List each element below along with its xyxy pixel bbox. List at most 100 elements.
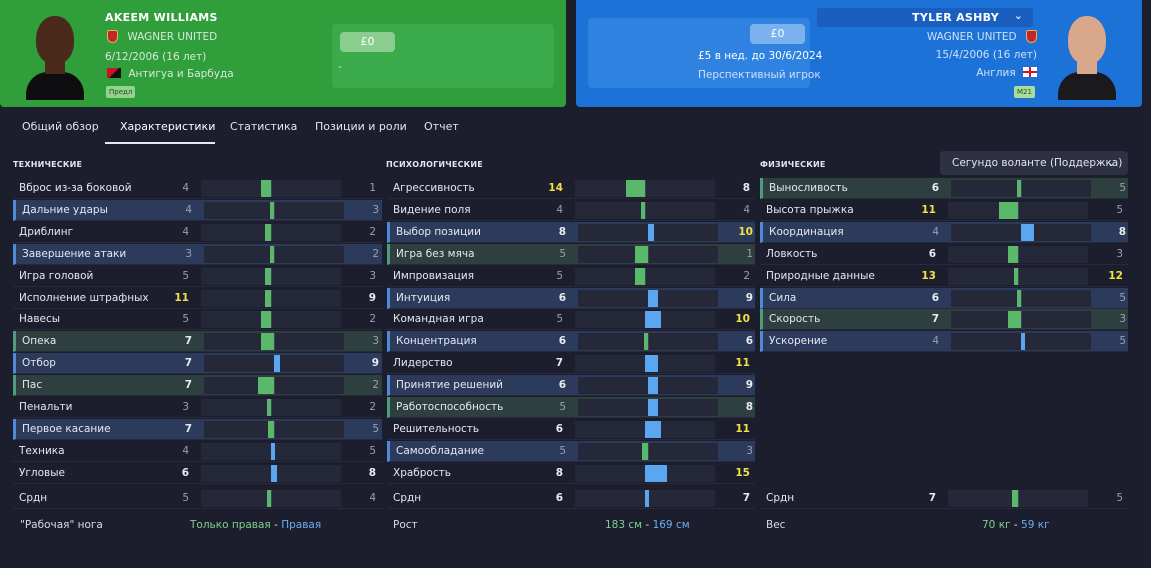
nation-right[interactable]: Англия	[976, 67, 1037, 79]
value-left: 6	[555, 422, 563, 435]
attribute-row[interactable]: Природные данные 13 12	[760, 266, 1128, 287]
value-left: 5	[556, 269, 563, 282]
compare-bar-midline	[648, 333, 649, 351]
compare-bar	[645, 420, 661, 438]
height-left: 183 см	[605, 519, 643, 531]
attribute-row[interactable]: Вброс из-за боковой 4 1	[13, 178, 382, 199]
attribute-name: Завершение атаки	[22, 247, 127, 260]
attribute-row[interactable]: Самообладание 5 3	[387, 440, 755, 462]
value-left: 13	[921, 269, 936, 282]
value-right: 2	[372, 247, 379, 260]
compare-bar	[264, 267, 271, 285]
value-right: 5	[1119, 291, 1126, 304]
average-label: Срдн	[766, 492, 795, 504]
attribute-row[interactable]: Выносливость 6 5	[760, 178, 1128, 199]
attribute-name: Дальние удары	[22, 203, 108, 216]
value-right: 7	[742, 492, 750, 504]
value-left: 8	[555, 466, 563, 479]
value-right: 8	[1118, 225, 1126, 238]
attribute-name: Скорость	[769, 313, 821, 326]
value-right: 2	[369, 401, 376, 413]
attribute-row[interactable]: Концентрация 6 6	[387, 331, 755, 353]
attribute-row[interactable]: Координация 4 8	[760, 221, 1128, 243]
attribute-name: Пас	[22, 379, 43, 392]
status-badge-left: Предл	[106, 86, 136, 98]
compare-bar	[645, 355, 658, 373]
attribute-row[interactable]: Дриблинг 4 2	[13, 222, 382, 243]
compare-bar	[1014, 267, 1018, 285]
attribute-row[interactable]: Дальние удары 4 3	[13, 199, 382, 221]
compare-bar	[271, 464, 278, 482]
compare-bar	[641, 442, 648, 460]
attribute-row[interactable]: Работоспособность 5 8	[387, 397, 755, 418]
tab-statistics[interactable]: Статистика	[230, 120, 298, 133]
role-dropdown[interactable]: Сегундо воланте (Поддержка) ⌄	[940, 151, 1128, 175]
attribute-row[interactable]: Командная игра 5 10	[387, 309, 755, 331]
attribute-row[interactable]: Техника 4 5	[13, 441, 382, 462]
value-left: 6	[558, 291, 566, 304]
attribute-row[interactable]: Решительность 6 11	[387, 419, 755, 440]
value-right: 5	[1116, 203, 1123, 216]
compare-bar-midline	[271, 399, 272, 416]
compare-bar-midline	[271, 311, 272, 329]
player-selector[interactable]: TYLER ASHBY ⌄	[817, 8, 1033, 27]
attribute-row[interactable]: Ловкость 6 3	[760, 244, 1128, 265]
compare-bar	[261, 333, 274, 351]
value-right: 4	[743, 203, 750, 216]
value-left: 7	[184, 335, 192, 348]
value-left: 5	[556, 313, 563, 326]
tab-attributes[interactable]: Характеристики	[120, 120, 216, 133]
active-tab-indicator	[105, 142, 215, 144]
attribute-row[interactable]: Видение поля 4 4	[387, 200, 755, 221]
player-name-left[interactable]: AKEEM WILLIAMS	[105, 11, 218, 24]
attribute-row[interactable]: Угловые 6 8	[13, 463, 382, 484]
attribute-row[interactable]: Опека 7 3	[13, 331, 382, 353]
attribute-row[interactable]: Агрессивность 14 8	[387, 178, 755, 199]
attribute-name: Дриблинг	[19, 225, 74, 238]
attribute-row[interactable]: Пас 7 2	[13, 375, 382, 397]
tab-report[interactable]: Отчет	[424, 120, 459, 133]
attribute-row[interactable]: Лидерство 7 11	[387, 353, 755, 375]
attribute-row[interactable]: Храбрость 8 15	[387, 463, 755, 484]
height-right: 169 см	[652, 519, 690, 531]
compare-bar	[644, 333, 648, 351]
value-left: 6	[555, 492, 563, 504]
attribute-name: Агрессивность	[393, 182, 475, 194]
nation-left[interactable]: Антигуа и Барбуда	[107, 68, 234, 80]
compare-bar	[264, 223, 271, 241]
value-left: 5	[559, 247, 566, 260]
attribute-row[interactable]: Скорость 7 3	[760, 309, 1128, 331]
weight-values: 70 кг - 59 кг	[982, 519, 1050, 531]
attribute-row[interactable]: Завершение атаки 3 2	[13, 243, 382, 265]
attribute-row[interactable]: Ускорение 4 5	[760, 331, 1128, 353]
attribute-row[interactable]: Высота прыжка 11 5	[760, 200, 1128, 221]
attribute-row[interactable]: Сила 6 5	[760, 287, 1128, 309]
attribute-row[interactable]: Пенальти 3 2	[13, 397, 382, 418]
attribute-row[interactable]: Исполнение штрафных 11 9	[13, 288, 382, 309]
attribute-row[interactable]: Интуиция 6 9	[387, 287, 755, 309]
compare-bar-midline	[1018, 245, 1019, 263]
attribute-row[interactable]: Игра головой 5 3	[13, 266, 382, 287]
club-right[interactable]: WAGNER UNITED	[927, 30, 1037, 43]
value-right: 2	[372, 379, 379, 392]
tab-positions[interactable]: Позиции и роли	[315, 120, 407, 133]
attribute-row[interactable]: Импровизация 5 2	[387, 266, 755, 287]
value-right: 3	[372, 335, 379, 348]
value-left: 4	[182, 225, 189, 238]
value-right: 9	[371, 357, 379, 370]
attribute-row[interactable]: Навесы 5 2	[13, 309, 382, 331]
club-left[interactable]: WAGNER UNITED	[107, 30, 217, 43]
value-right: 10	[738, 225, 753, 238]
compare-bar-midline	[648, 442, 649, 460]
value-right: £0	[750, 24, 805, 44]
value-left: 7	[928, 492, 936, 504]
attribute-row[interactable]: Первое касание 7 5	[13, 418, 382, 440]
tab-overview[interactable]: Общий обзор	[22, 120, 99, 133]
attribute-row[interactable]: Игра без мяча 5 1	[387, 243, 755, 265]
attribute-row[interactable]: Выбор позиции 8 10	[387, 221, 755, 243]
attribute-name: Видение поля	[393, 203, 471, 216]
attribute-row[interactable]: Принятие решений 6 9	[387, 375, 755, 397]
preferred-foot-label: "Рабочая" нога	[20, 519, 103, 531]
compare-bar-midline	[274, 333, 275, 351]
attribute-row[interactable]: Отбор 7 9	[13, 353, 382, 375]
